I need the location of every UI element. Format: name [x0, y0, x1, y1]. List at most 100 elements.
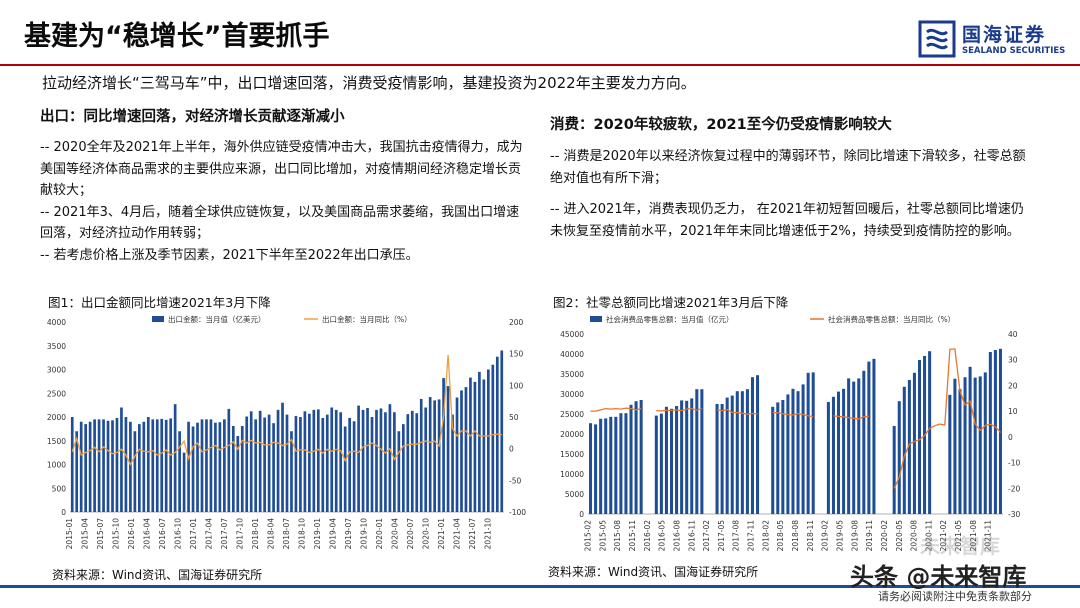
- bar: [106, 420, 110, 512]
- bar: [97, 419, 101, 512]
- bar: [786, 394, 790, 514]
- bar: [993, 350, 997, 514]
- bar: [84, 424, 88, 512]
- bar: [102, 419, 105, 512]
- bar: [806, 372, 810, 514]
- x-tick-label: 2017-11: [747, 520, 756, 552]
- export-paragraph: -- 2020全年及2021年上半年，海外供应链受疫情冲击大，我国抗击疫情得力，…: [40, 140, 523, 198]
- bar: [614, 416, 618, 514]
- y-left-tick-label: 5000: [565, 490, 584, 499]
- bar: [917, 360, 922, 514]
- bar: [263, 417, 266, 512]
- bar: [624, 413, 628, 514]
- bar: [321, 417, 325, 512]
- bar: [654, 415, 658, 514]
- bar: [129, 421, 132, 512]
- bar: [491, 364, 495, 512]
- x-tick-label: 2018-11: [806, 520, 815, 552]
- x-tick-label: 2020-01: [375, 518, 384, 550]
- watermark-faint: 未来智库: [920, 534, 1000, 558]
- y-left-tick-label: 2500: [47, 389, 66, 398]
- bar: [482, 379, 486, 512]
- x-tick-label: 2016-10: [174, 518, 183, 550]
- bar: [725, 397, 729, 514]
- bar: [236, 436, 240, 512]
- legend-line-label: 社会消费品零售总额：当月同比（%）: [828, 314, 955, 324]
- x-tick-label: 2020-04: [391, 518, 400, 550]
- y-left-tick-label: 35000: [560, 370, 584, 379]
- bar: [478, 371, 481, 512]
- bar: [124, 417, 128, 512]
- x-tick-label: 2016-11: [687, 520, 696, 552]
- logo-text-en: SEALAND SECURITIES: [962, 46, 1066, 56]
- y-right-tick-label: 100: [509, 381, 524, 390]
- legend-bar-label: 出口金额：当月值（亿美元）: [168, 314, 266, 324]
- bar: [254, 419, 258, 512]
- bar: [214, 422, 217, 512]
- bar: [973, 377, 977, 514]
- x-tick-label: 2017-05: [717, 520, 726, 552]
- bar: [983, 372, 987, 514]
- x-tick-label: 2017-01: [189, 518, 198, 550]
- bar: [70, 417, 74, 512]
- footer-bar: [0, 585, 1080, 588]
- bar: [146, 417, 150, 512]
- x-tick-label: 2021-08: [969, 520, 978, 552]
- bar: [308, 413, 311, 512]
- x-tick-label: 2015-07: [96, 518, 105, 550]
- y-left-tick-label: 45000: [560, 330, 584, 339]
- consumption-body: -- 消费是2020年以来经济恢复过程中的薄弱环节，除同比增速下滑较多，社零总额…: [550, 146, 1030, 242]
- bar: [316, 409, 320, 512]
- bar: [629, 404, 633, 514]
- bar: [138, 424, 141, 512]
- retail-sales-chart: 0 5000 10000 15000 20000 25000 30000 35000 40000…: [560, 314, 1020, 552]
- bar: [393, 412, 396, 512]
- slide-subtitle: 拉动经济增长“三驾马车”中，出口增速回落，消费受疫情影响，基建投资为2022年主…: [42, 74, 696, 92]
- x-tick-label: 2018-04: [267, 518, 276, 550]
- bar: [968, 366, 972, 514]
- bar: [209, 419, 213, 512]
- y-left-tick-label: 3500: [47, 342, 66, 351]
- bar: [680, 400, 684, 514]
- bar: [334, 409, 338, 512]
- logo-text-cn: 国海证券: [962, 24, 1047, 46]
- bar: [343, 426, 347, 512]
- x-tick-label: 2017-02: [702, 520, 711, 552]
- x-tick-label: 2019-07: [344, 518, 353, 550]
- bar: [303, 411, 307, 512]
- bar: [424, 407, 428, 512]
- x-tick-label: 2020-05: [895, 520, 904, 552]
- logo-icon: [918, 20, 956, 58]
- bar: [79, 421, 83, 512]
- bar: [953, 378, 957, 514]
- y-right-tick-label: -50: [509, 476, 521, 485]
- x-tick-label: 2018-10: [298, 518, 307, 550]
- bar: [240, 426, 244, 512]
- legend-bar-swatch: [590, 316, 602, 322]
- x-tick-label: 2019-10: [360, 518, 369, 550]
- bar: [281, 402, 284, 512]
- bar: [339, 412, 343, 512]
- y-right-tick-label: -10: [1008, 459, 1020, 468]
- bar: [388, 404, 392, 512]
- y-right-tick-label: 200: [509, 318, 524, 327]
- bar: [791, 388, 795, 514]
- x-tick-label: 2021-11: [984, 520, 993, 552]
- y-right-tick-label: 150: [509, 350, 524, 359]
- bar: [231, 426, 235, 512]
- y-left-tick-label: 1000: [47, 461, 66, 470]
- bar: [352, 421, 356, 512]
- bar: [958, 389, 962, 514]
- x-tick-label: 2020-02: [880, 520, 889, 552]
- y-right-tick-label: 0: [1008, 433, 1013, 442]
- bar: [267, 414, 271, 512]
- bar: [842, 388, 846, 514]
- x-tick-label: 2020-11: [924, 520, 933, 552]
- x-tick-label: 2021-07: [468, 518, 477, 550]
- bar: [187, 421, 190, 512]
- x-tick-label: 2018-02: [761, 520, 770, 552]
- bar: [685, 400, 689, 514]
- bar: [831, 396, 835, 514]
- bar: [594, 424, 598, 514]
